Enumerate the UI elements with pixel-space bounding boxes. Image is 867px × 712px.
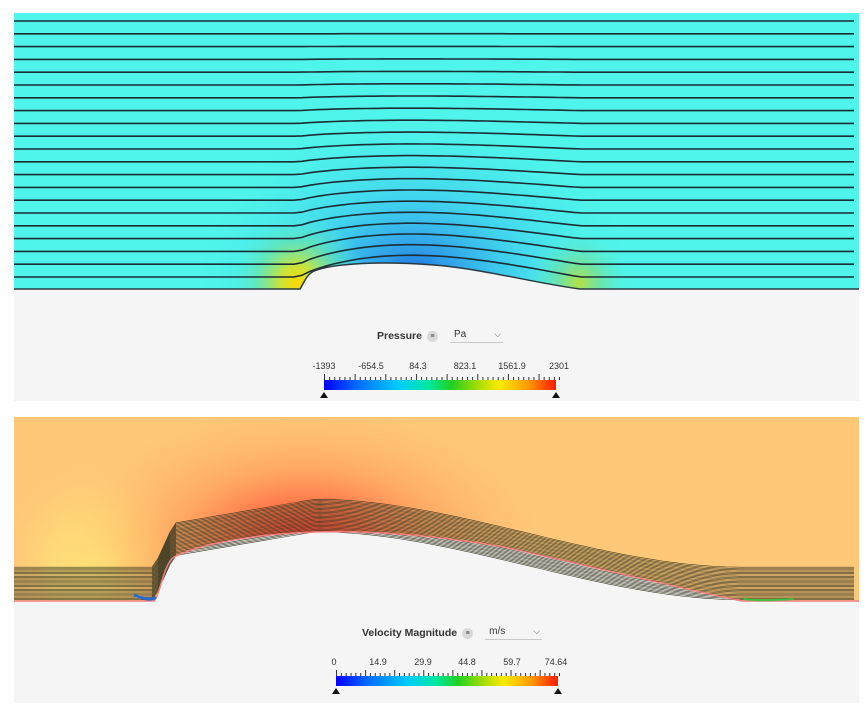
tick-label: 59.7 (503, 657, 521, 667)
streamline (14, 154, 854, 163)
info-icon[interactable]: ≡ (426, 330, 438, 342)
pressure-legend: Pressure ≡ Pa ⌵ -1393 -654.5 84.3 823.1 … (304, 326, 574, 401)
field-name: Pressure (377, 330, 422, 342)
boundary-layer-line (14, 513, 854, 582)
boundary-layer-line (14, 519, 854, 589)
boundary-layer-line (14, 509, 854, 578)
boundary-layer-line (14, 526, 854, 595)
bump-wall (14, 531, 859, 602)
tick-label: 84.3 (409, 361, 427, 371)
boundary-layer-line (14, 504, 854, 573)
streamline (14, 107, 854, 112)
boundary-layer-streamlines (14, 498, 854, 600)
legend-minor-ticks (336, 670, 560, 676)
boundary-layer-line (14, 501, 854, 571)
pressure-viewer: Pressure ≡ Pa ⌵ -1393 -654.5 84.3 823.1 … (14, 13, 859, 401)
tick-label: 0 (331, 657, 337, 667)
velocity-contour-plot[interactable] (14, 417, 859, 617)
streamline (14, 189, 854, 201)
boundary-layer-line (14, 524, 854, 594)
unit-dropdown[interactable]: m/s ⌵ (485, 626, 543, 640)
boundary-layer-line (14, 502, 854, 572)
bump-wall (14, 262, 859, 290)
streamline (14, 222, 854, 240)
boundary-layer-line (14, 517, 854, 586)
boundary-layer-line (14, 500, 854, 569)
streamline (14, 233, 854, 253)
boundary-layer-line (14, 511, 854, 581)
range-min-handle[interactable] (332, 688, 340, 694)
info-icon[interactable]: ≡ (462, 627, 474, 639)
velocity-legend: Velocity Magnitude ≡ m/s ⌵ 0 14.9 29.9 4… (304, 622, 604, 702)
streamline (14, 166, 854, 176)
streamline (14, 200, 854, 214)
range-max-handle[interactable] (554, 688, 562, 694)
boundary-layer-line (14, 520, 854, 590)
tick-label: 1561.9 (498, 361, 526, 371)
boundary-layer-line (14, 505, 854, 574)
boundary-layer-line (14, 522, 854, 591)
tick-label: 74.64 (544, 657, 568, 667)
streamline (14, 83, 854, 86)
range-max-handle[interactable] (552, 392, 560, 398)
streamline (14, 70, 854, 73)
streamline (14, 177, 854, 189)
separation-zone (133, 593, 158, 601)
boundary-layer-line (14, 528, 854, 598)
unit-value: Pa (453, 329, 467, 340)
velocity-viewer: Velocity Magnitude ≡ m/s ⌵ 0 14.9 29.9 4… (14, 417, 859, 703)
pressure-contour-plot[interactable] (14, 13, 859, 313)
tick-label: -654.5 (358, 361, 384, 371)
legend-tick-labels: 0 14.9 29.9 44.8 59.7 74.64 (304, 657, 604, 669)
color-scale-bar (324, 380, 556, 390)
boundary-layer-line (14, 530, 854, 599)
chevron-down-icon[interactable]: ⌵ (533, 626, 541, 636)
tick-label: 823.1 (453, 361, 477, 371)
boundary-layer-line (14, 514, 854, 584)
boundary-layer-line (14, 515, 854, 585)
tick-label: -1393 (312, 361, 336, 371)
tick-label: 29.9 (414, 657, 432, 667)
reattachment-zone (743, 598, 795, 602)
tick-label: 44.8 (458, 657, 476, 667)
streamline (14, 143, 854, 150)
legend-minor-ticks (324, 374, 560, 380)
streamline (14, 211, 854, 227)
streamline (14, 254, 854, 278)
streamline (14, 119, 854, 125)
tick-label: 2301 (548, 361, 570, 371)
streamline (14, 95, 854, 99)
boundary-layer-line (14, 510, 854, 580)
boundary-layer-line (14, 498, 854, 568)
streamline (14, 243, 854, 265)
chevron-down-icon[interactable]: ⌵ (494, 329, 502, 339)
field-name: Velocity Magnitude (362, 627, 458, 639)
streamline (14, 58, 854, 61)
unit-dropdown[interactable]: Pa ⌵ (449, 329, 504, 343)
boundary-layer-line (14, 506, 854, 576)
streamline (14, 131, 854, 137)
legend-tick-labels: -1393 -654.5 84.3 823.1 1561.9 2301 (304, 361, 574, 373)
unit-value: m/s (489, 626, 506, 637)
boundary-layer-line (14, 518, 854, 587)
tick-label: 14.9 (369, 657, 387, 667)
color-scale-bar (336, 676, 558, 686)
range-min-handle[interactable] (320, 392, 328, 398)
boundary-layer-line (14, 507, 854, 577)
streamlines (14, 20, 854, 278)
